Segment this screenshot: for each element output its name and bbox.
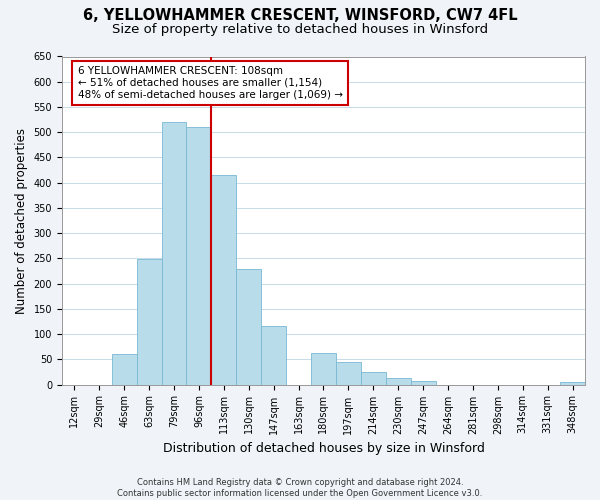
Bar <box>112 354 137 384</box>
Bar <box>336 362 361 384</box>
Text: 6, YELLOWHAMMER CRESCENT, WINSFORD, CW7 4FL: 6, YELLOWHAMMER CRESCENT, WINSFORD, CW7 … <box>83 8 517 22</box>
Text: 6 YELLOWHAMMER CRESCENT: 108sqm
← 51% of detached houses are smaller (1,154)
48%: 6 YELLOWHAMMER CRESCENT: 108sqm ← 51% of… <box>77 66 343 100</box>
Bar <box>236 269 261 384</box>
Bar <box>261 326 286 384</box>
X-axis label: Distribution of detached houses by size in Winsford: Distribution of detached houses by size … <box>163 442 484 455</box>
Bar <box>311 353 336 384</box>
Bar <box>137 260 161 384</box>
Text: Contains HM Land Registry data © Crown copyright and database right 2024.
Contai: Contains HM Land Registry data © Crown c… <box>118 478 482 498</box>
Bar <box>187 127 211 384</box>
Bar <box>560 382 585 384</box>
Bar <box>211 175 236 384</box>
Bar <box>361 372 386 384</box>
Bar <box>386 378 410 384</box>
Text: Size of property relative to detached houses in Winsford: Size of property relative to detached ho… <box>112 22 488 36</box>
Bar <box>161 122 187 384</box>
Bar <box>410 380 436 384</box>
Y-axis label: Number of detached properties: Number of detached properties <box>15 128 28 314</box>
